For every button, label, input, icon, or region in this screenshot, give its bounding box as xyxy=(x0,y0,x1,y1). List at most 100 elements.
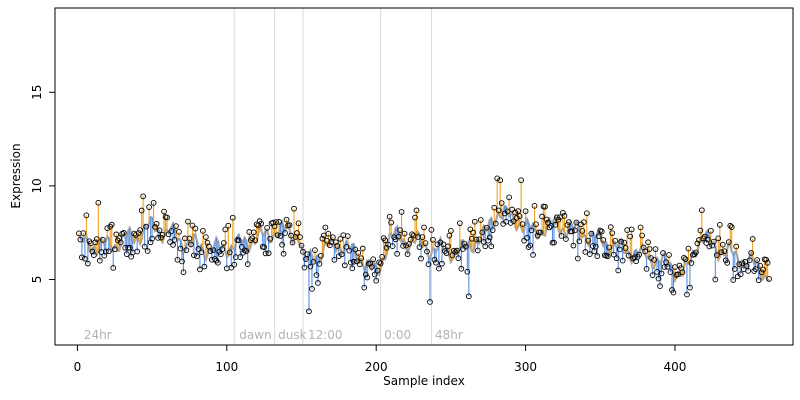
data-point xyxy=(152,224,158,230)
data-point xyxy=(219,246,226,253)
data-point xyxy=(280,250,287,257)
data-point xyxy=(235,237,242,244)
region-label: 48hr xyxy=(435,328,463,342)
data-point xyxy=(92,239,99,246)
data-point xyxy=(465,293,472,300)
region-label: 0:00 xyxy=(384,328,411,342)
data-point xyxy=(117,239,124,246)
data-point xyxy=(137,227,144,233)
region-label-layer: 24hr dawn dusk 12:00 0:00 48hr xyxy=(84,328,463,342)
data-point xyxy=(519,221,526,227)
data-point xyxy=(570,242,577,249)
data-point xyxy=(297,234,303,241)
y-tick-label: 15 xyxy=(30,85,44,100)
data-point xyxy=(194,253,200,260)
data-point xyxy=(141,243,148,250)
data-point xyxy=(424,248,430,255)
data-point xyxy=(306,308,312,315)
data-point xyxy=(752,266,759,272)
data-point xyxy=(755,277,762,284)
data-point xyxy=(636,251,642,258)
data-point xyxy=(766,276,772,282)
data-point xyxy=(243,248,250,254)
data-point xyxy=(763,256,769,263)
data-point xyxy=(454,247,460,254)
data-point xyxy=(598,228,605,235)
data-point xyxy=(452,248,459,255)
data-point xyxy=(743,263,750,269)
data-point xyxy=(295,220,302,227)
data-point xyxy=(110,265,117,271)
data-point xyxy=(486,234,493,241)
data-point xyxy=(105,248,112,255)
data-point xyxy=(604,253,611,260)
data-point xyxy=(407,236,414,243)
data-point xyxy=(430,236,436,243)
x-tick-label: 200 xyxy=(365,360,388,374)
data-point xyxy=(515,208,521,214)
data-point xyxy=(418,255,424,262)
data-point xyxy=(146,204,152,210)
data-point xyxy=(104,225,111,232)
data-point xyxy=(495,207,502,214)
data-point xyxy=(710,238,717,245)
data-point xyxy=(147,239,154,246)
data-point xyxy=(334,243,341,249)
data-point xyxy=(628,226,635,233)
data-point xyxy=(310,258,317,265)
data-point xyxy=(164,214,170,221)
data-point xyxy=(728,224,735,230)
data-point xyxy=(687,284,693,291)
data-point xyxy=(745,268,752,274)
data-point xyxy=(643,265,650,272)
data-point xyxy=(479,229,486,236)
point-layer xyxy=(76,175,772,315)
data-point xyxy=(294,230,300,236)
data-point xyxy=(358,255,365,262)
data-point xyxy=(739,260,746,267)
data-point xyxy=(477,217,484,223)
data-point xyxy=(575,255,581,262)
data-point xyxy=(606,244,613,251)
data-point xyxy=(179,258,185,265)
data-point xyxy=(341,262,348,269)
data-point xyxy=(733,243,740,250)
data-point xyxy=(498,200,505,206)
data-point xyxy=(252,237,259,244)
data-point xyxy=(451,247,457,254)
data-point xyxy=(316,261,323,267)
data-point xyxy=(150,199,157,206)
data-point xyxy=(85,260,91,267)
data-point xyxy=(528,227,535,234)
data-point xyxy=(588,230,595,237)
data-point xyxy=(228,264,235,271)
data-point xyxy=(679,269,686,276)
data-point xyxy=(368,264,375,270)
data-point xyxy=(352,246,359,253)
region-label: dusk xyxy=(278,328,306,342)
data-point xyxy=(379,253,386,260)
data-point xyxy=(364,274,371,281)
data-point xyxy=(531,202,538,209)
data-point xyxy=(595,233,602,240)
data-point xyxy=(389,243,396,249)
data-point xyxy=(398,209,405,215)
data-point xyxy=(525,244,532,251)
x-tick-label: 100 xyxy=(215,360,238,374)
data-point xyxy=(655,275,662,282)
data-point xyxy=(195,246,202,252)
data-point xyxy=(353,258,360,265)
data-point xyxy=(170,242,176,248)
data-point xyxy=(754,257,760,263)
data-point xyxy=(581,219,587,226)
data-point xyxy=(89,248,96,255)
data-point xyxy=(737,271,744,278)
data-point xyxy=(350,258,357,265)
data-point xyxy=(427,299,433,305)
data-point xyxy=(691,251,698,258)
data-point xyxy=(616,246,623,253)
data-point xyxy=(250,229,257,236)
data-point xyxy=(258,220,265,227)
data-point xyxy=(651,257,657,263)
data-point xyxy=(80,230,87,236)
